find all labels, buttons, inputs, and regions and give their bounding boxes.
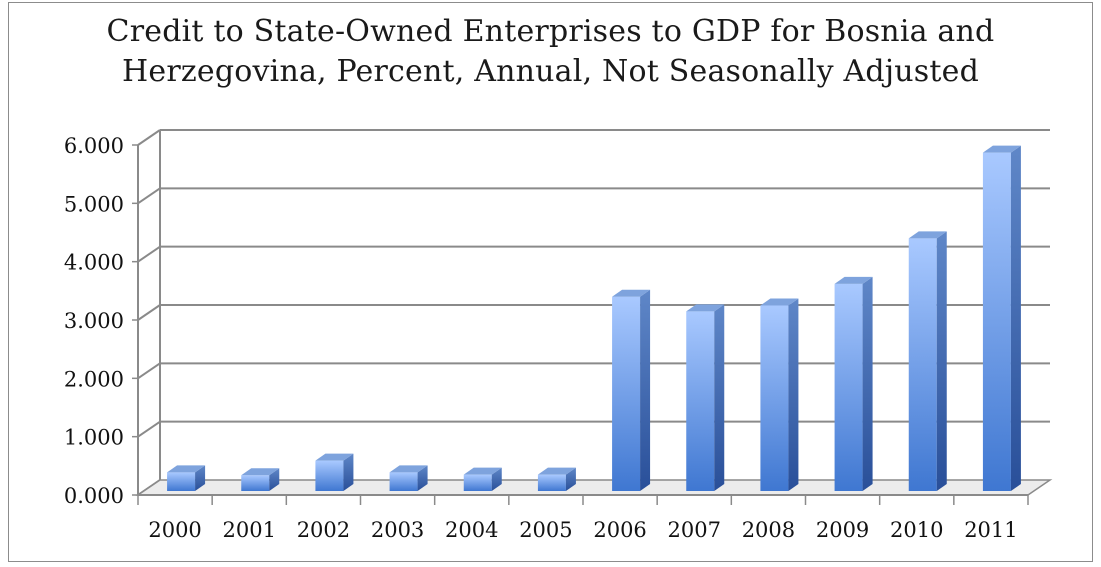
bar-side xyxy=(491,467,502,491)
x-tick-label: 2002 xyxy=(297,518,350,542)
x-tick-label: 2007 xyxy=(668,518,721,542)
bar-front xyxy=(982,152,1011,491)
bar-side xyxy=(1010,145,1021,491)
gridline-depth xyxy=(137,420,161,438)
x-tick-label: 2011 xyxy=(964,518,1017,542)
bar-front xyxy=(908,238,937,491)
y-tick-label: 5.000 xyxy=(64,192,124,216)
bar-front xyxy=(315,460,344,491)
y-tick-label: 6.000 xyxy=(64,134,124,158)
bar-side xyxy=(269,468,280,491)
x-tick-label: 2003 xyxy=(371,518,424,542)
x-tick-label: 2008 xyxy=(742,518,795,542)
bar-front xyxy=(760,305,789,491)
gridline-depth xyxy=(137,362,161,380)
bar-side xyxy=(417,465,428,491)
bar-front xyxy=(241,475,270,491)
x-tick-label: 2006 xyxy=(593,518,646,542)
bar-2007 xyxy=(686,304,725,491)
gridline-depth xyxy=(137,245,161,263)
bar-2011 xyxy=(982,145,1021,491)
bar-top xyxy=(167,465,206,473)
chart-title-line-1: Credit to State-Owned Enterprises to GDP… xyxy=(106,14,995,49)
bar-top xyxy=(537,467,576,475)
bar-2010 xyxy=(908,231,947,491)
x-tick-label: 2005 xyxy=(519,518,572,542)
x-tick-label: 2004 xyxy=(445,518,498,542)
y-tick-label: 3.000 xyxy=(64,309,124,333)
bar-side xyxy=(936,231,947,491)
bar-2006 xyxy=(612,289,651,491)
bar-top xyxy=(612,289,651,297)
y-tick-label: 2.000 xyxy=(64,367,124,391)
bar-side xyxy=(862,276,873,491)
bar-2001 xyxy=(241,468,280,491)
x-tick-label: 2000 xyxy=(148,518,201,542)
gridline-depth xyxy=(137,129,161,146)
y-tick-label: 1.000 xyxy=(64,426,124,450)
bar-top xyxy=(315,453,354,461)
bar-front xyxy=(463,474,492,491)
bar-top xyxy=(760,298,799,306)
bar-top xyxy=(241,468,280,476)
bar-front xyxy=(834,283,863,491)
x-tick-label: 2009 xyxy=(816,518,869,542)
bar-2005 xyxy=(537,467,576,491)
gridlines xyxy=(137,129,1050,496)
x-tick-label: 2001 xyxy=(223,518,276,542)
bar-2002 xyxy=(315,453,354,491)
bar-side xyxy=(565,467,576,491)
bar-top xyxy=(834,276,873,284)
bar-side xyxy=(195,465,206,491)
gridline-depth xyxy=(137,304,161,321)
x-tick-labels: 2000 2001 2002 2003 2004 2005 2006 2007 2008 2009… xyxy=(148,518,1017,542)
bar-top xyxy=(982,145,1021,153)
axes xyxy=(132,130,1053,505)
bar-side xyxy=(788,298,799,491)
chart-title-line-2: Herzegovina, Percent, Annual, Not Season… xyxy=(122,54,979,89)
x-tick-label: 2010 xyxy=(890,518,943,542)
y-tick-label: 4.000 xyxy=(64,251,124,275)
bar-side xyxy=(714,304,725,491)
bar-front xyxy=(389,472,418,491)
bars xyxy=(167,145,1021,491)
bar-front xyxy=(167,472,196,491)
gridline-depth xyxy=(137,187,161,205)
bar-top xyxy=(463,467,502,475)
bar-2008 xyxy=(760,298,799,491)
bar-2003 xyxy=(389,465,428,491)
bar-top xyxy=(686,304,725,312)
bar-2000 xyxy=(167,465,206,491)
y-tick-labels: 0.000 1.000 2.000 3.000 4.000 5.000 6.000 xyxy=(64,134,124,508)
bar-side xyxy=(640,289,651,491)
y-tick-label: 0.000 xyxy=(64,484,124,508)
bar-top xyxy=(908,231,947,239)
bar-front xyxy=(537,474,566,491)
bar-top xyxy=(389,465,428,473)
bar-side xyxy=(343,453,354,491)
bar-2009 xyxy=(834,276,873,491)
bar-front xyxy=(686,311,715,491)
bar-2004 xyxy=(463,467,502,491)
bar-front xyxy=(612,296,641,491)
